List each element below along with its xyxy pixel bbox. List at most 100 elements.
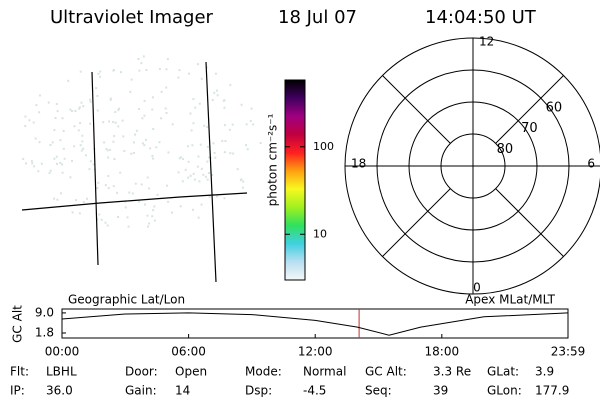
speckle-dot [194,106,197,109]
speckle-dot [73,125,76,128]
speckle-dot [246,148,249,151]
speckle-dot [109,148,112,151]
speckle-dot [140,183,143,186]
speckle-dot [171,123,174,126]
speckle-dot [38,141,41,144]
speckle-dot [88,168,91,171]
speckle-dot [212,142,215,145]
speckle-dot [211,99,214,102]
speckle-dot [252,123,255,126]
speckle-dot [54,116,57,119]
speckle-dot [187,176,190,179]
speckle-dot [33,165,36,168]
speckle-dot [203,124,206,127]
speckle-dot [231,123,234,126]
speckle-dot [242,180,245,183]
speckle-dot [104,221,107,224]
speckle-dot [208,156,211,159]
info-value: LBHL [46,365,77,379]
speckle-dot [59,192,62,195]
speckle-dot [51,141,54,144]
speckle-dot [223,106,226,109]
speckle-dot [82,200,85,203]
speckle-dot [138,108,141,111]
speckle-dot [151,154,154,157]
speckle-dot [96,94,99,97]
speckle-dot [34,137,37,140]
speckle-dot [47,101,50,104]
speckle-dot [191,208,194,211]
speckle-dot [200,203,203,206]
speckle-dot [85,154,88,157]
speckle-dot [100,218,103,221]
speckle-dot [206,126,209,129]
speckle-dot [126,216,129,219]
speckle-dot [240,178,243,181]
mlt-label: 18 [351,157,366,171]
speckle-dot [74,109,77,112]
speckle-dot [97,72,100,75]
speckle-dot [206,178,209,181]
info-value: 3.9 [535,365,554,379]
speckle-dot [179,156,182,159]
speckle-dot [98,213,101,216]
speckle-dot [165,184,168,187]
speckle-dot [214,156,217,159]
speckle-dot [197,155,200,158]
speckle-dot [190,129,193,132]
speckle-dot [213,152,216,155]
speckle-dot [107,156,110,159]
speckle-dot [144,203,147,206]
speckle-dot [61,117,64,120]
speckle-dot [117,107,120,110]
info-value: 3.3 Re [433,365,471,379]
speckle-dot [223,151,226,154]
speckle-dot [245,123,248,126]
altitude-curve [61,312,569,336]
speckle-dot [177,171,180,174]
speckle-dot [186,145,189,148]
speckle-dot [156,193,159,196]
parallel [21,192,248,211]
speckle-dot [70,160,73,163]
meridian [91,71,99,266]
lat-label: 80 [497,142,514,157]
speckle-dot [114,121,117,124]
speckle-dot [97,181,100,184]
speckle-dot [135,129,138,132]
speckle-dot [102,121,105,124]
speckle-dot [142,55,145,58]
speckle-dot [207,172,210,175]
speckle-dot [114,110,117,113]
speckle-dot [107,120,110,123]
speckle-dot [206,145,209,148]
speckle-dot [79,70,82,73]
speckle-dot [35,104,38,107]
speckle-dot [113,134,116,137]
speckle-dot [200,167,203,170]
speckle-dot [177,76,180,79]
speckle-dot [143,144,146,147]
speckle-dot [37,170,40,173]
speckle-dot [49,143,52,146]
info-label: Flt: [10,365,29,379]
speckle-dot [187,72,190,75]
speckle-dot [153,219,156,222]
x-tick-label: 12:00 [298,345,333,359]
speckle-dot [196,165,199,168]
info-label: GC Alt: [365,365,407,379]
x-tick-label: 00:00 [45,345,80,359]
speckle-dot [89,100,92,103]
info-value: Normal [303,365,346,379]
speckle-dot [196,63,199,66]
speckle-dot [228,128,231,131]
speckle-dot [61,163,64,166]
speckle-dot [77,129,80,132]
speckle-dot [22,158,25,161]
speckle-dot [215,89,218,92]
speckle-dot [81,134,84,137]
speckle-dot [153,205,156,208]
info-label: Seq: [365,384,392,398]
speckle-dot [232,152,235,155]
speckle-dot [80,149,83,152]
